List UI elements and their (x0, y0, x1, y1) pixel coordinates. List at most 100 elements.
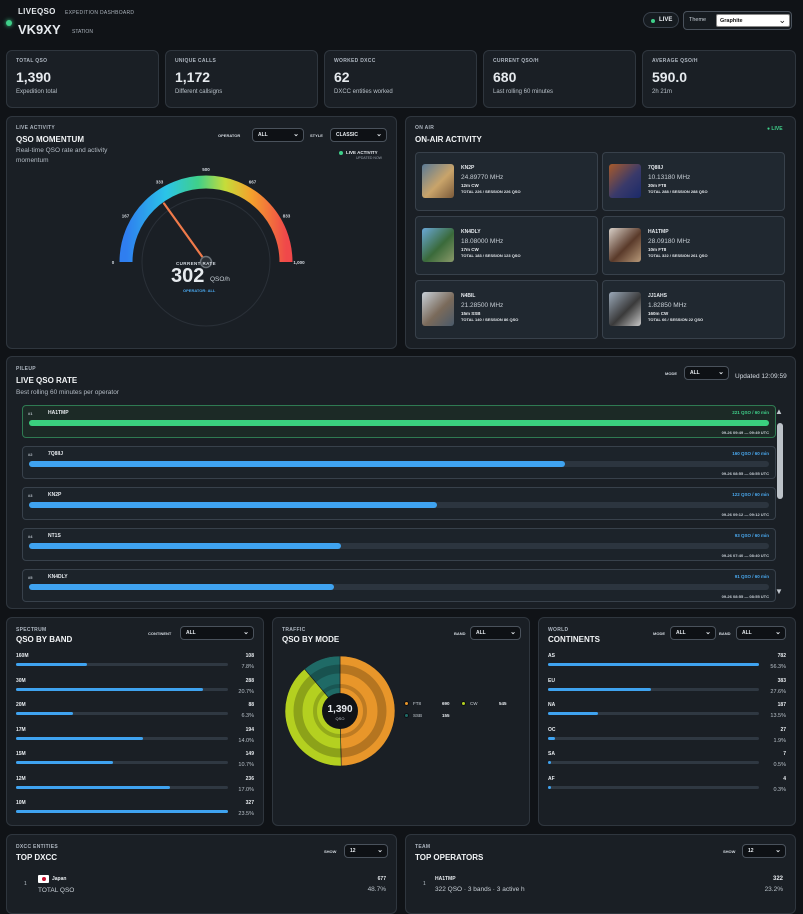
theme-select[interactable]: Theme Graphite ⌄ (683, 11, 792, 30)
legend-swatch-icon (461, 701, 466, 706)
continent-bar-track (548, 663, 759, 666)
station-callsign: VK9XY (18, 22, 61, 37)
gauge-tick-label: 167 (122, 214, 130, 219)
operator-callsign: 7Q8IIJ (648, 165, 664, 171)
pileup-scrollbar[interactable]: ▲ ▼ (774, 407, 786, 599)
continent-percent: 56.3% (770, 664, 786, 670)
onair-operator-card[interactable]: 7Q8IIJ 10.13180 MHz 30m FT8 TOTAL 288 / SES… (602, 152, 785, 211)
pileup-row[interactable]: #5 KN4DLY 91 QSO / 60 min 09-26 08:55 — 08:… (22, 569, 776, 602)
pileup-subtitle: Best rolling 60 minutes per operator (16, 389, 119, 396)
band-bar-fill (16, 761, 114, 764)
onair-operator-card[interactable]: KN4DLY 18.08000 MHz 17m CW TOTAL 183 / SESS… (415, 216, 598, 275)
band-percent: 7.8% (241, 664, 254, 670)
continent-bar-fill (548, 687, 652, 691)
pileup-kicker: PILEUP (16, 366, 36, 372)
operator-pct: 23.2% (764, 886, 783, 893)
theme-dropdown[interactable]: Graphite ⌄ (716, 14, 790, 27)
continent-bar-fill (548, 663, 759, 666)
pileup-rank: #5 (28, 575, 33, 580)
mode-band-select-value: ALL (476, 630, 486, 636)
live-activity-badge: LIVE ACTIVITY (346, 150, 378, 155)
live-badge[interactable]: LIVE (643, 12, 679, 28)
station-label: STATION (72, 29, 93, 35)
mode-band-select[interactable]: ALL ⌄ (470, 626, 521, 640)
scroll-down-icon[interactable]: ▼ (775, 587, 783, 596)
pileup-mode-select[interactable]: ALL ⌄ (684, 366, 729, 380)
continent-bar-fill (548, 736, 556, 740)
continent-label: AF (548, 775, 555, 782)
continent-select[interactable]: ALL ⌄ (180, 626, 254, 640)
operator-frequency: 21.28500 MHz (461, 302, 504, 309)
mode-slice[interactable] (339, 655, 396, 767)
gauge-tick-label: 333 (156, 179, 164, 184)
dxcc-pct: 48.7% (367, 886, 386, 893)
operators-show-select[interactable]: 12 ⌄ (742, 844, 786, 858)
kpi-label: WORKED DXCC (334, 58, 376, 64)
band-panel: SPECTRUM QSO BY BAND CONTINENT ALL ⌄ 160M… (6, 617, 264, 826)
pileup-mode-value: ALL (690, 370, 700, 376)
chevron-down-icon: ⌄ (510, 629, 516, 636)
continents-band-select[interactable]: ALL ⌄ (736, 626, 786, 640)
band-label: 160M (16, 653, 29, 659)
onair-operator-card[interactable]: N4BIL 21.28500 MHz 15m SSB TOTAL 140 / SESS… (415, 280, 598, 339)
continent-label: EU (548, 677, 555, 684)
operator-band-mode: 10m FT8 (648, 247, 667, 252)
band-bar-track (16, 810, 228, 813)
operator-select-value: ALL (258, 132, 268, 138)
onair-live-badge: ● LIVE (767, 126, 783, 132)
gauge-tick-label: 1,000 (293, 260, 305, 265)
kpi-current-rate: CURRENT QSO/H 680 Last rolling 60 minute… (483, 50, 636, 108)
dxcc-show-value: 12 (350, 848, 356, 854)
continent-count: 187 (777, 702, 786, 708)
band-label: 12M (16, 775, 26, 782)
operator-photo (422, 164, 454, 198)
pileup-track (29, 584, 769, 590)
onair-operator-card[interactable]: JJ1AHS 1.82850 MHz 160m CW TOTAL 66 / SESSI… (602, 280, 785, 339)
dxcc-row[interactable]: 1 Japan TOTAL QSO 677 48.7% (16, 871, 390, 899)
onair-title: ON-AIR ACTIVITY (415, 135, 482, 144)
operator-callsign: HA1TMP (648, 229, 669, 235)
continent-bar-track (548, 736, 759, 740)
band-kicker: SPECTRUM (16, 627, 47, 633)
operators-show-label: SHOW (723, 849, 736, 854)
band-count: 88 (248, 702, 254, 708)
pileup-fill (29, 461, 565, 467)
continent-label: NA (548, 702, 556, 708)
onair-operator-card[interactable]: HA1TMP 28.09180 MHz 10m FT8 TOTAL 322 / SES… (602, 216, 785, 275)
kpi-unique-calls: UNIQUE CALLS 1,172 Different callsigns (165, 50, 318, 108)
pileup-row[interactable]: #3 KN2P 122 QSO / 60 min 09-26 09:12 — 09:1… (22, 487, 776, 520)
pileup-row[interactable]: #4 NT1S 93 QSO / 60 min 09-26 07:40 — 08:40… (22, 528, 776, 561)
continent-bar-track (548, 687, 759, 691)
continent-percent: 0.3% (773, 786, 786, 793)
brand-title: LIVEQSO (18, 7, 56, 16)
gauge-tick-label: 833 (283, 214, 291, 219)
mode-slice[interactable] (284, 668, 342, 767)
dxcc-show-select[interactable]: 12 ⌄ (344, 844, 388, 858)
continent-percent: 13.5% (770, 713, 786, 719)
scroll-up-icon[interactable]: ▲ (775, 407, 783, 416)
pileup-qso-rate: 122 QSO / 60 min (732, 492, 769, 497)
pileup-row[interactable]: #2 7Q8IIJ 160 QSO / 60 min 09-26 08:55 — 08… (22, 446, 776, 479)
operator-callsign: N4BIL (461, 293, 476, 299)
scroll-thumb[interactable] (777, 423, 783, 499)
band-label: 15M (16, 751, 26, 757)
pileup-row[interactable]: #1 HA1TMP 221 QSO / 60 min 09-26 09:49 — 09… (22, 405, 776, 438)
onair-kicker: ON AIR (415, 125, 435, 131)
operator-row[interactable]: 1 HA1TMP 322 QSO · 3 bands · 3 active h … (415, 871, 789, 899)
kpi-value: 62 (334, 69, 350, 85)
style-select[interactable]: CLASSIC ⌄ (330, 128, 387, 142)
continent-count: 782 (777, 653, 786, 659)
chevron-down-icon: ⌄ (778, 15, 786, 25)
operator-callsign: JJ1AHS (648, 293, 667, 299)
pileup-title: LIVE QSO RATE (16, 376, 78, 385)
continents-mode-label: MODE (653, 631, 665, 636)
pileup-rank: #4 (28, 534, 33, 539)
continent-count: 27 (780, 726, 786, 733)
operator-select[interactable]: ALL ⌄ (252, 128, 304, 142)
operator-photo (422, 228, 454, 262)
operator-qso-totals: TOTAL 140 / SESSION 86 QSO (461, 317, 519, 322)
continent-label: SA (548, 751, 555, 757)
onair-operator-card[interactable]: KN2P 24.89770 MHz 12m CW TOTAL 226 / SESSIO… (415, 152, 598, 211)
continents-mode-select[interactable]: ALL ⌄ (670, 626, 716, 640)
operator-frequency: 28.09180 MHz (648, 238, 691, 245)
